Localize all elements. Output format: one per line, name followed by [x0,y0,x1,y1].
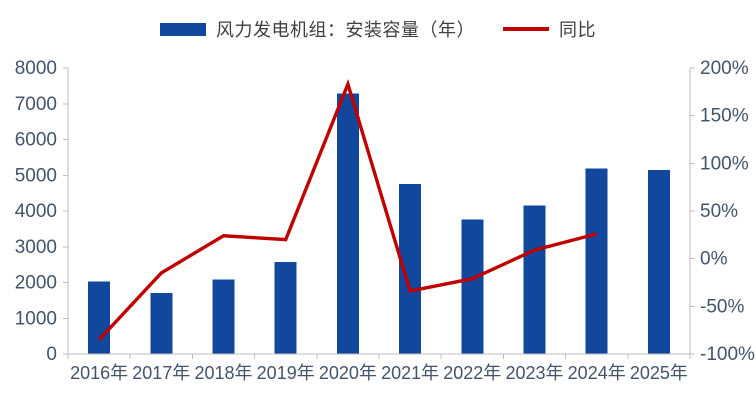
x-axis-label: 2018年 [194,363,252,383]
left-tick-label: 3000 [15,237,57,258]
bar-2021年 [399,183,422,354]
left-tick-label: 1000 [15,308,57,329]
right-tick-label: -100% [700,344,755,365]
right-tick-label: 100% [700,153,749,174]
left-tick-label: 5000 [15,165,57,186]
left-tick-label: 0 [46,344,57,365]
right-tick-label: 50% [700,201,738,222]
left-tick-label: 7000 [15,94,57,115]
bar-2018年 [212,279,235,354]
bar-series-label: 风力发电机组：安装容量（年） [216,20,475,40]
chart-legend: 风力发电机组：安装容量（年） 同比 [0,17,756,41]
x-axis-label: 2023年 [505,363,563,383]
bar-2017年 [150,293,173,354]
x-axis-label: 2020年 [319,363,377,383]
bar-2023年 [523,205,546,354]
left-tick-label: 6000 [15,130,57,151]
bar-2016年 [88,281,111,354]
x-axis-label: 2024年 [568,363,626,383]
left-tick-label: 8000 [15,58,57,79]
x-axis-label: 2016年 [70,363,128,383]
x-axis-label: 2017年 [132,363,190,383]
x-axis-label: 2021年 [381,363,439,383]
left-tick-label: 4000 [15,201,57,222]
bar-2024年 [585,168,608,354]
bar-series-swatch-icon [160,22,206,36]
bar-2019年 [274,262,297,354]
right-tick-label: 200% [700,58,749,79]
right-tick-label: 150% [700,106,749,127]
x-axis-label: 2025年 [630,363,688,383]
line-series-label: 同比 [559,20,596,40]
bar-2025年 [647,169,670,354]
bar-2020年 [336,93,359,354]
right-tick-label: -50% [700,296,744,317]
line-series-swatch-icon [503,27,549,31]
bar-2022年 [461,219,484,354]
right-tick-label: 0% [700,249,728,270]
x-axis-label: 2019年 [257,363,315,383]
left-tick-label: 2000 [15,273,57,294]
x-axis-label: 2022年 [443,363,501,383]
yoy-line [97,79,598,341]
